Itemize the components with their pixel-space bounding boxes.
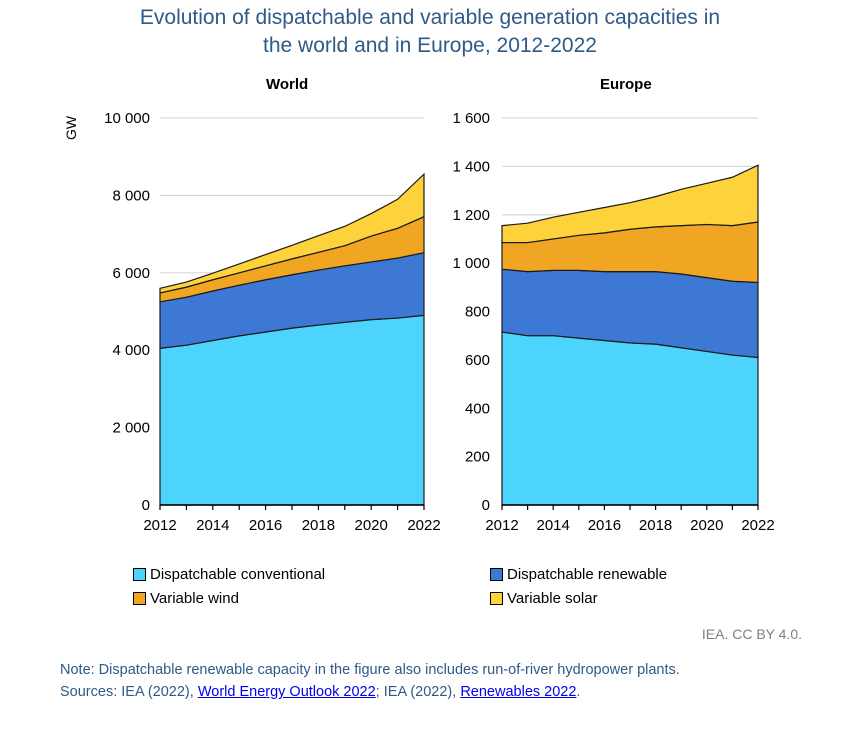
- legend-swatch: [133, 592, 146, 605]
- x-tick-label: 2016: [588, 517, 621, 534]
- y-tick-label: 1 400: [452, 158, 490, 175]
- area-dispatchable-conventional: [501, 331, 759, 506]
- world-chart: 0 2 000 4 000 6 000 8 000 10 000 2012 2014 2016 2…: [63, 110, 441, 534]
- legend-label: Dispatchable conventional: [150, 566, 326, 583]
- credit: IEA. CC BY 4.0.: [701, 626, 802, 642]
- x-tick-label: 2014: [537, 517, 570, 534]
- x-tick-label: 2016: [249, 517, 282, 534]
- legend-item-solar: Variable solar: [490, 590, 598, 607]
- sources-text: Sources: IEA (2022), World Energy Outloo…: [60, 681, 780, 703]
- x-tick-label: 2012: [485, 517, 518, 534]
- y-tick-label: 1 000: [452, 255, 490, 272]
- weo-link[interactable]: World Energy Outlook 2022: [197, 684, 376, 700]
- sources-middle: ; IEA (2022),: [375, 684, 461, 700]
- title-line-2: the world and in Europe, 2012-2022: [263, 34, 597, 57]
- area-variable-solar: [501, 164, 759, 244]
- x-tick-label: 2020: [355, 517, 388, 534]
- renewables-link[interactable]: Renewables 2022: [460, 684, 577, 700]
- x-tick-label: 2018: [639, 517, 672, 534]
- legend-swatch: [490, 568, 503, 581]
- y-tick-label: 0: [482, 497, 490, 514]
- y-tick-label: 8 000: [112, 187, 150, 204]
- y-tick-label: 600: [465, 352, 490, 369]
- europe-chart: 0 200 400 600 800 1 000 1 200 1 400 1 600 2012 201…: [452, 110, 774, 534]
- sources-prefix: Sources: IEA (2022),: [60, 684, 198, 700]
- y-tick-label: 200: [465, 449, 490, 466]
- legend-label: Variable solar: [507, 590, 598, 607]
- area-dispatchable-conventional: [159, 314, 425, 506]
- y-tick-label: 1 200: [452, 207, 490, 224]
- legend-label: Variable wind: [150, 590, 239, 607]
- x-tick-label: 2014: [196, 517, 229, 534]
- legend-label: Dispatchable renewable: [507, 566, 668, 583]
- y-tick-label: 10 000: [104, 110, 150, 127]
- sources-suffix: .: [576, 684, 581, 700]
- y-axis-label: GW: [63, 115, 79, 140]
- y-tick-label: 0: [142, 497, 150, 514]
- title-line-1: Evolution of dispatchable and variable g…: [139, 6, 721, 29]
- area-variable-solar: [159, 172, 425, 294]
- legend-swatch: [490, 592, 503, 605]
- note-text: Note: Dispatchable renewable capacity in…: [60, 662, 680, 678]
- x-tick-label: 2012: [143, 517, 176, 534]
- europe-subtitle: Europe: [600, 76, 652, 93]
- y-tick-label: 2 000: [112, 420, 150, 437]
- world-subtitle: World: [266, 76, 309, 93]
- legend-item-conventional: Dispatchable conventional: [133, 566, 325, 583]
- y-tick-label: 6 000: [112, 265, 150, 282]
- y-tick-label: 1 600: [452, 110, 490, 127]
- y-tick-label: 4 000: [112, 342, 150, 359]
- notes: Note: Dispatchable renewable capacity in…: [60, 659, 780, 703]
- plots-svg: 0 2 000 4 000 6 000 8 000 10 000 2012 2014 2016 2…: [63, 110, 775, 534]
- x-tick-label: 2022: [741, 517, 774, 534]
- legend-item-wind: Variable wind: [133, 590, 239, 607]
- legend-swatch: [133, 568, 146, 581]
- x-tick-label: 2020: [690, 517, 723, 534]
- x-tick-label: 2018: [302, 517, 335, 534]
- x-tick-label: 2022: [407, 517, 440, 534]
- chart-title: Evolution of dispatchable and variable g…: [0, 4, 842, 60]
- y-tick-label: 800: [465, 304, 490, 321]
- legend-item-disp-renewable: Dispatchable renewable: [490, 566, 667, 583]
- y-tick-label: 400: [465, 400, 490, 417]
